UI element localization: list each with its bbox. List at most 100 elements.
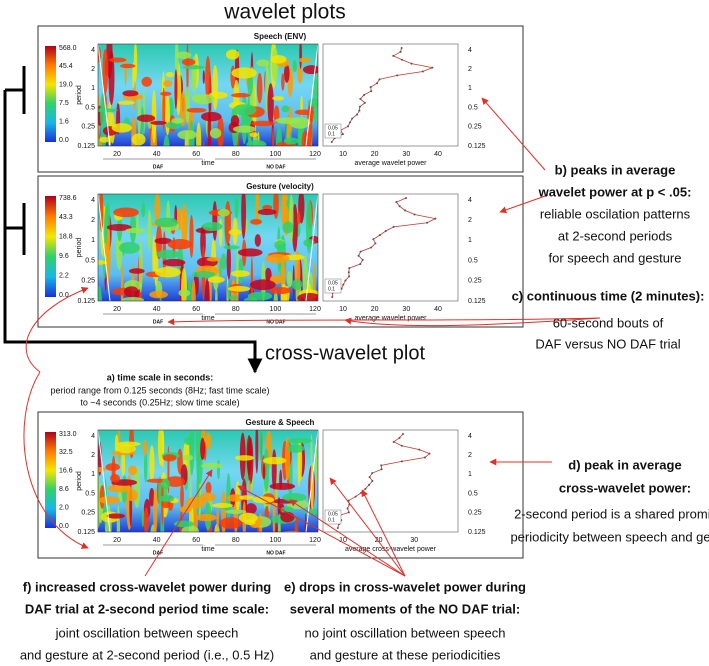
heatmap-blob	[251, 120, 275, 127]
axis-title: time	[201, 546, 214, 553]
power-point	[355, 113, 358, 116]
heatmap-frame	[97, 43, 319, 147]
heatmap-blob	[196, 122, 202, 146]
panel-title: Speech (ENV)	[254, 32, 307, 41]
heatmap-blob	[122, 90, 139, 97]
power-point	[378, 78, 381, 81]
time-tick-label: 120	[309, 306, 321, 313]
heatmap-blob	[286, 270, 293, 288]
colorbar-label: 43.3	[59, 214, 73, 221]
power-point	[418, 448, 421, 451]
heatmap-blob	[248, 480, 251, 494]
time-tick-label: 40	[153, 151, 161, 158]
heatmap-blob	[280, 511, 295, 523]
heatmap-blob	[283, 64, 290, 83]
time-tick-label: 80	[232, 537, 240, 544]
heatmap-blob	[125, 227, 146, 234]
heatmap-blob	[298, 57, 312, 63]
colorbar-label: 2.2	[59, 272, 69, 279]
period-tick-label: 0.125	[77, 298, 95, 305]
heatmap-blob	[121, 450, 126, 477]
heatmap-blob	[275, 126, 283, 146]
time-tick-label: 100	[270, 537, 282, 544]
heatmap-blob	[205, 55, 211, 102]
heatmap-blob	[226, 494, 244, 502]
middle-title: cross-wavelet plot	[265, 342, 426, 364]
annotations: a) time scale in seconds: period range fr…	[20, 162, 709, 662]
period-tick-label: 4	[91, 47, 95, 54]
heatmap-blob	[110, 474, 121, 483]
heatmap-blob	[159, 495, 175, 502]
heatmap-blob	[98, 259, 108, 265]
power-point	[428, 452, 431, 455]
axis-title: period	[76, 238, 83, 258]
power-frame	[322, 43, 459, 147]
annotation-line: to ~4 seconds (0.25Hz; slow time scale)	[80, 397, 239, 407]
power-tick-label: 40	[434, 151, 442, 158]
power-point	[410, 62, 413, 65]
heatmap-blob	[178, 289, 191, 297]
power-point	[392, 225, 395, 228]
pointer-arrows	[23, 97, 601, 577]
heatmap-blob	[264, 505, 269, 521]
period-tick-label: 0.25	[468, 510, 482, 517]
legend-box	[324, 278, 342, 294]
heatmap-blob	[99, 194, 104, 232]
colorbar-label: 2.0	[59, 504, 69, 511]
power-point	[380, 464, 383, 467]
heatmap-blob	[282, 493, 307, 502]
trial-label: NO DAF	[266, 319, 285, 325]
annotation-line: 60-second bouts of	[553, 315, 664, 330]
heatmap-blob	[212, 64, 219, 111]
heatmap-blob	[211, 503, 233, 508]
colorbar-label: 568.0	[59, 45, 77, 52]
period-tick-label: 0.25	[81, 278, 95, 285]
heatmap-blob	[226, 242, 231, 280]
axis-title: time	[201, 160, 214, 167]
heatmap-blob	[154, 237, 172, 245]
heatmap-blob	[171, 117, 184, 124]
period-tick-label: 0.25	[468, 278, 482, 285]
heatmap-blob	[200, 462, 223, 469]
time-tick-label: 20	[113, 151, 121, 158]
heatmap-blob	[249, 279, 276, 291]
heatmap-blob	[195, 430, 202, 469]
power-point	[348, 267, 351, 270]
power-tick-label: 30	[402, 306, 410, 313]
time-tick-label: 80	[232, 151, 240, 158]
heatmap-blob	[156, 249, 180, 259]
heatmap-blob	[149, 290, 168, 299]
heatmap	[98, 44, 318, 146]
power-point	[398, 436, 401, 439]
colorbar-label: 7.5	[59, 100, 69, 107]
period-tick-label: 2	[91, 217, 95, 224]
cone-of-influence	[98, 430, 318, 532]
power-point	[349, 121, 352, 124]
annotation-line: DAF versus NO DAF trial	[535, 336, 680, 351]
power-point	[401, 433, 404, 435]
heatmap-blob	[202, 222, 223, 232]
heatmap-blob	[121, 296, 145, 301]
heatmap-frame	[97, 429, 319, 533]
colorbar	[45, 196, 56, 297]
power-point	[413, 213, 416, 216]
power-frame	[322, 429, 459, 533]
power-tick-label: 30	[410, 537, 418, 544]
power-point	[342, 283, 345, 286]
annotation-line: at 2-second periods	[558, 228, 673, 243]
legend-box	[324, 509, 342, 525]
heatmap-blob	[270, 55, 287, 64]
power-point	[423, 456, 426, 459]
heatmap-blob	[176, 51, 192, 59]
heatmap-blob	[227, 285, 251, 292]
time-tick-label: 20	[113, 537, 121, 544]
period-tick-label: 0.25	[81, 124, 95, 131]
heatmap-blob	[143, 452, 148, 483]
power-point	[364, 487, 367, 490]
power-tick-label: 10	[339, 151, 347, 158]
power-point	[354, 495, 357, 498]
power-point	[341, 133, 344, 136]
power-point	[392, 440, 395, 443]
heatmap-blob	[123, 286, 139, 298]
heatmap-blob	[255, 143, 266, 146]
